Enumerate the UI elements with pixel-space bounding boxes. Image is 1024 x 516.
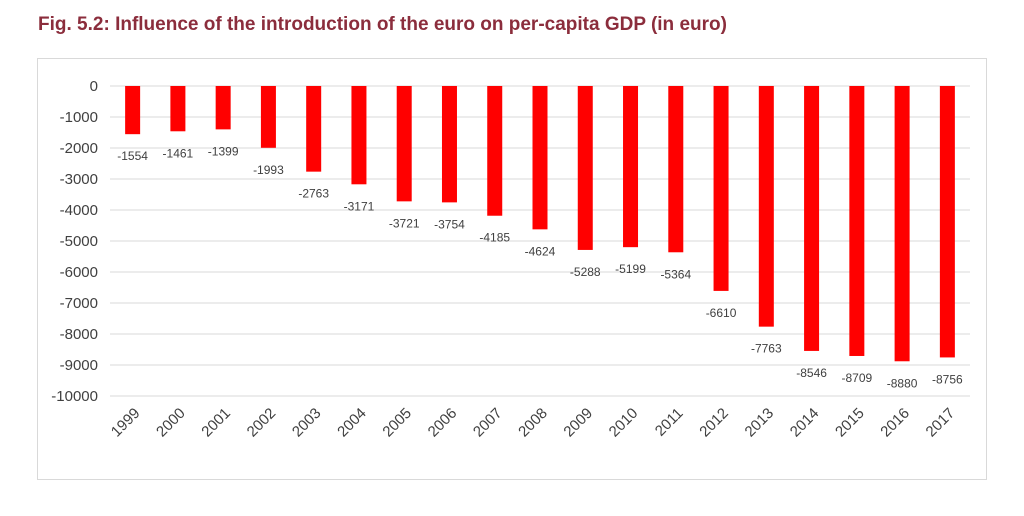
data-label-2006: -3754 (434, 217, 465, 231)
data-labels: -1554 -1461 -1399 -1993 -2763 -3171 -3721 -3754… (117, 144, 963, 390)
data-label-2000: -1461 (163, 146, 194, 160)
data-label-2016: -8880 (887, 376, 918, 390)
bar-2006 (441, 86, 457, 203)
figure-title: Fig. 5.2: Influence of the introduction … (38, 14, 727, 35)
data-label-2009: -5288 (570, 265, 601, 279)
bar-2014 (804, 86, 820, 351)
y-tick-label: -10000 (51, 388, 98, 405)
x-tick-label-2000: 2000 (153, 405, 189, 441)
data-label-2008: -4624 (525, 244, 556, 258)
bar-2008 (532, 86, 548, 230)
bar-2010 (623, 86, 639, 248)
chart-frame (37, 58, 987, 480)
x-tick-label-2004: 2004 (334, 405, 370, 441)
bar-2011 (668, 86, 684, 253)
y-tick-label: -7000 (60, 295, 98, 312)
bar-2000 (170, 86, 186, 132)
x-tick-label-2002: 2002 (244, 405, 280, 441)
x-tick-label-2017: 2017 (923, 405, 959, 441)
bars (125, 86, 955, 362)
y-tick-label: -2000 (60, 140, 98, 157)
data-label-2007: -4185 (479, 231, 510, 245)
data-label-2005: -3721 (389, 216, 420, 230)
data-label-2012: -6610 (706, 306, 737, 320)
x-tick-label-2006: 2006 (425, 405, 461, 441)
data-label-2004: -3171 (344, 199, 375, 213)
y-tick-label: -8000 (60, 326, 98, 343)
x-tick-label-2001: 2001 (198, 405, 234, 441)
data-label-1999: -1554 (117, 149, 148, 163)
x-tick-label-2009: 2009 (560, 405, 596, 441)
bar-2016 (894, 86, 910, 362)
y-axis-tick-labels: 0 -1000 -2000 -3000 -4000 -5000 -6000 -7000 -800… (51, 78, 98, 405)
y-tick-label: -6000 (60, 264, 98, 281)
bar-2005 (396, 86, 412, 202)
bar-2002 (260, 86, 276, 148)
data-label-2010: -5199 (615, 262, 646, 276)
y-tick-label: -1000 (60, 109, 98, 126)
data-label-2003: -2763 (298, 187, 329, 201)
x-tick-label-2007: 2007 (470, 405, 506, 441)
bar-2007 (487, 86, 503, 216)
y-tick-label: -3000 (60, 171, 98, 188)
data-label-2017: -8756 (932, 372, 963, 386)
x-tick-label-2011: 2011 (652, 405, 687, 440)
x-tick-label-2016: 2016 (877, 405, 913, 441)
x-tick-label-2015: 2015 (832, 405, 868, 441)
y-tick-label: -4000 (60, 202, 98, 219)
y-tick-label: 0 (90, 78, 98, 95)
bar-2013 (758, 86, 774, 327)
x-tick-label-2013: 2013 (742, 405, 778, 441)
y-tick-label: -5000 (60, 233, 98, 250)
data-label-2015: -8709 (841, 371, 872, 385)
x-tick-label-2003: 2003 (289, 405, 325, 441)
data-label-2011: -5364 (660, 267, 691, 281)
data-label-2002: -1993 (253, 163, 284, 177)
bar-2004 (351, 86, 367, 185)
data-label-2001: -1399 (208, 144, 239, 158)
y-tick-label: -9000 (60, 357, 98, 374)
gridlines (110, 85, 970, 397)
bar-2009 (577, 86, 593, 250)
bar-2012 (713, 86, 729, 291)
x-tick-label-2012: 2012 (696, 405, 732, 441)
bar-2003 (306, 86, 322, 172)
bar-2015 (849, 86, 865, 356)
bar-2001 (215, 86, 231, 130)
x-tick-label-2014: 2014 (787, 405, 823, 441)
bar-2017 (939, 86, 955, 358)
data-label-2013: -7763 (751, 342, 782, 356)
x-tick-label-2005: 2005 (379, 405, 415, 441)
x-tick-label-2008: 2008 (515, 405, 551, 441)
x-axis-tick-labels: 1999 2000 2001 2002 2003 2004 2005 2006 2007 2008… (108, 405, 958, 441)
bar-1999 (125, 86, 141, 135)
x-tick-label-2010: 2010 (606, 405, 642, 441)
x-tick-label-1999: 1999 (108, 405, 144, 441)
data-label-2014: -8546 (796, 366, 827, 380)
